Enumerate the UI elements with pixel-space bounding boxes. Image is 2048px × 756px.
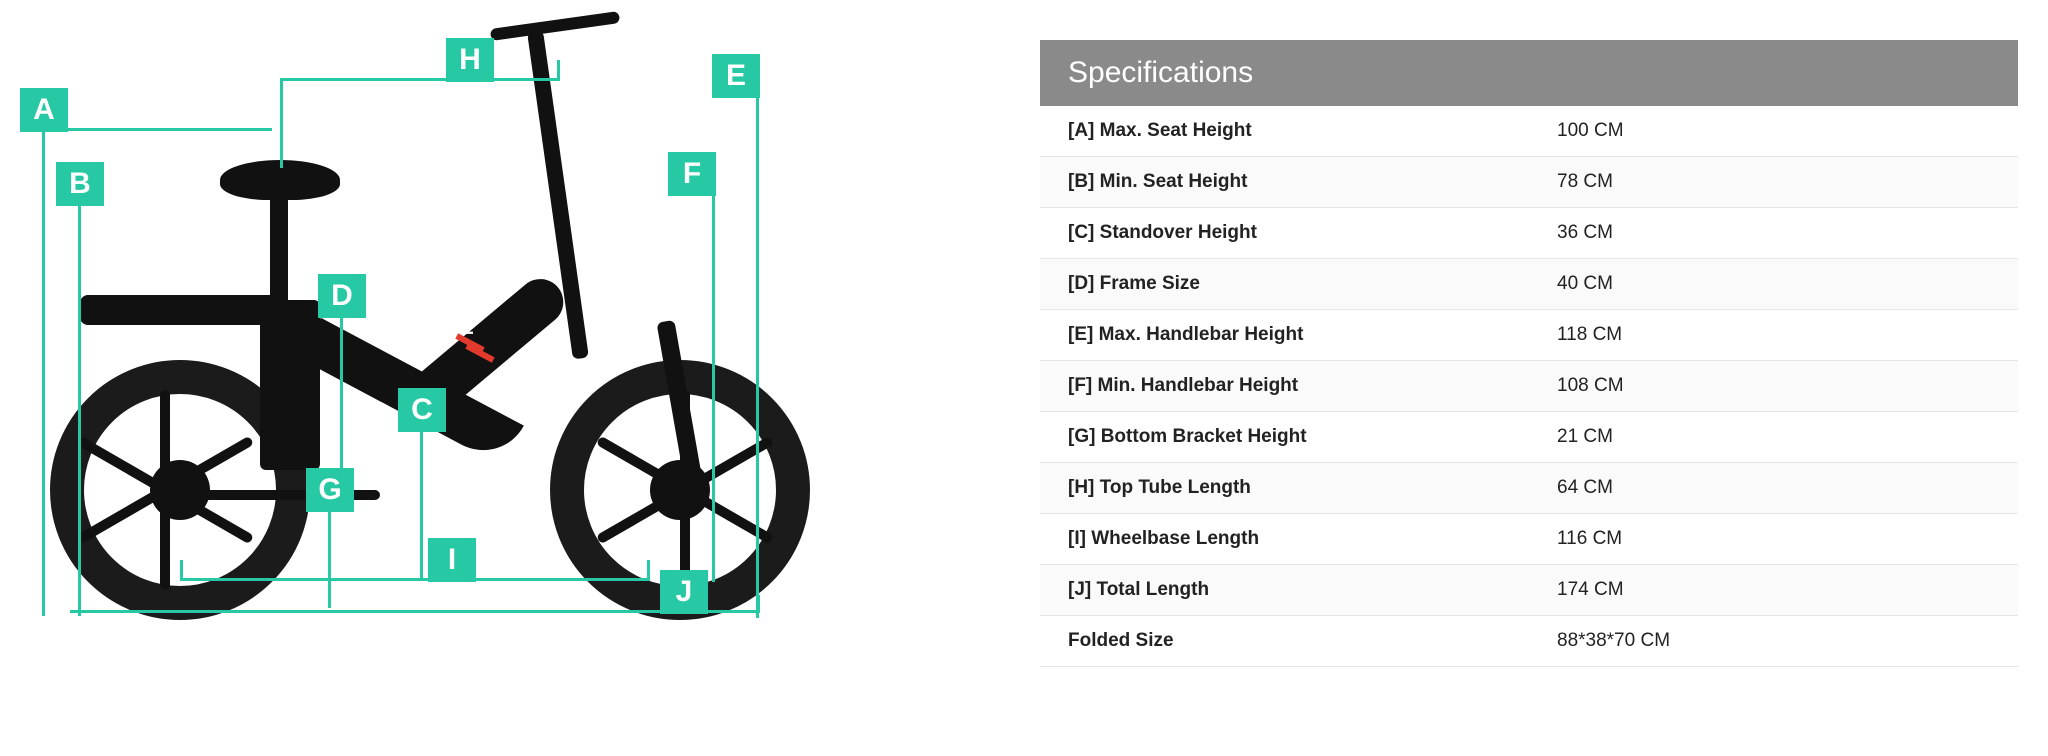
table-row: [E] Max. Handlebar Height118 CM bbox=[1040, 310, 2018, 361]
rear-rack bbox=[80, 295, 280, 325]
spec-value: 118 CM bbox=[1529, 310, 2018, 361]
connector-h-r bbox=[557, 60, 560, 80]
table-row: [J] Total Length174 CM bbox=[1040, 565, 2018, 616]
connector-c bbox=[420, 428, 423, 578]
callout-d: D bbox=[318, 274, 366, 318]
table-row: [D] Frame Size40 CM bbox=[1040, 259, 2018, 310]
connector-b bbox=[78, 202, 81, 616]
battery-pack bbox=[260, 300, 320, 470]
callout-f: F bbox=[668, 152, 716, 196]
table-row: [A] Max. Seat Height100 CM bbox=[1040, 106, 2018, 157]
spec-value: 40 CM bbox=[1529, 259, 2018, 310]
table-row: [I] Wheelbase Length116 CM bbox=[1040, 514, 2018, 565]
spec-value: 64 CM bbox=[1529, 463, 2018, 514]
table-row: [H] Top Tube Length64 CM bbox=[1040, 463, 2018, 514]
spec-value: 174 CM bbox=[1529, 565, 2018, 616]
spec-value: 100 CM bbox=[1529, 106, 2018, 157]
table-row: [G] Bottom Bracket Height21 CM bbox=[1040, 412, 2018, 463]
spec-value: 78 CM bbox=[1529, 157, 2018, 208]
spec-label: [E] Max. Handlebar Height bbox=[1040, 310, 1529, 361]
callout-a: A bbox=[20, 88, 68, 132]
spec-label: Folded Size bbox=[1040, 616, 1529, 667]
spec-label: [F] Min. Handlebar Height bbox=[1040, 361, 1529, 412]
spec-label: [H] Top Tube Length bbox=[1040, 463, 1529, 514]
specifications-panel: Specifications [A] Max. Seat Height100 C… bbox=[1030, 0, 2048, 756]
callout-e: E bbox=[712, 54, 760, 98]
connector-a bbox=[42, 128, 45, 616]
connector-j bbox=[70, 610, 760, 613]
callout-c: C bbox=[398, 388, 446, 432]
callout-h: H bbox=[446, 38, 494, 82]
spec-value: 108 CM bbox=[1529, 361, 2018, 412]
frame-brand-text: FAFREES bbox=[460, 247, 478, 335]
specifications-title: Specifications bbox=[1040, 40, 2018, 106]
spec-label: [D] Frame Size bbox=[1040, 259, 1529, 310]
spec-value: 88*38*70 CM bbox=[1529, 616, 2018, 667]
callout-j: J bbox=[660, 570, 708, 614]
table-row: [B] Min. Seat Height78 CM bbox=[1040, 157, 2018, 208]
spec-label: [I] Wheelbase Length bbox=[1040, 514, 1529, 565]
bike-diagram: FAFREES AB C D E F G H I J bbox=[0, 0, 1030, 756]
connector-h-l bbox=[280, 78, 283, 168]
connector-f bbox=[712, 194, 715, 582]
table-row: Folded Size88*38*70 CM bbox=[1040, 616, 2018, 667]
connector-g bbox=[328, 508, 331, 608]
table-row: [F] Min. Handlebar Height108 CM bbox=[1040, 361, 2018, 412]
connector-i-r bbox=[647, 560, 650, 580]
callout-b: B bbox=[56, 162, 104, 206]
spec-label: [A] Max. Seat Height bbox=[1040, 106, 1529, 157]
connector-e bbox=[756, 96, 759, 618]
spec-value: 116 CM bbox=[1529, 514, 2018, 565]
spec-label: [B] Min. Seat Height bbox=[1040, 157, 1529, 208]
connector-j-r bbox=[757, 595, 760, 613]
handlebar bbox=[490, 11, 620, 41]
spec-value: 36 CM bbox=[1529, 208, 2018, 259]
table-row: [C] Standover Height36 CM bbox=[1040, 208, 2018, 259]
callout-g: G bbox=[306, 468, 354, 512]
spec-label: [C] Standover Height bbox=[1040, 208, 1529, 259]
specifications-table: [A] Max. Seat Height100 CM[B] Min. Seat … bbox=[1040, 106, 2018, 667]
connector-i-l bbox=[180, 560, 183, 580]
spec-label: [G] Bottom Bracket Height bbox=[1040, 412, 1529, 463]
callout-i: I bbox=[428, 538, 476, 582]
connector-h bbox=[280, 78, 560, 81]
spec-label: [J] Total Length bbox=[1040, 565, 1529, 616]
connector-a-h bbox=[42, 128, 272, 131]
connector-i bbox=[180, 578, 650, 581]
spec-value: 21 CM bbox=[1529, 412, 2018, 463]
